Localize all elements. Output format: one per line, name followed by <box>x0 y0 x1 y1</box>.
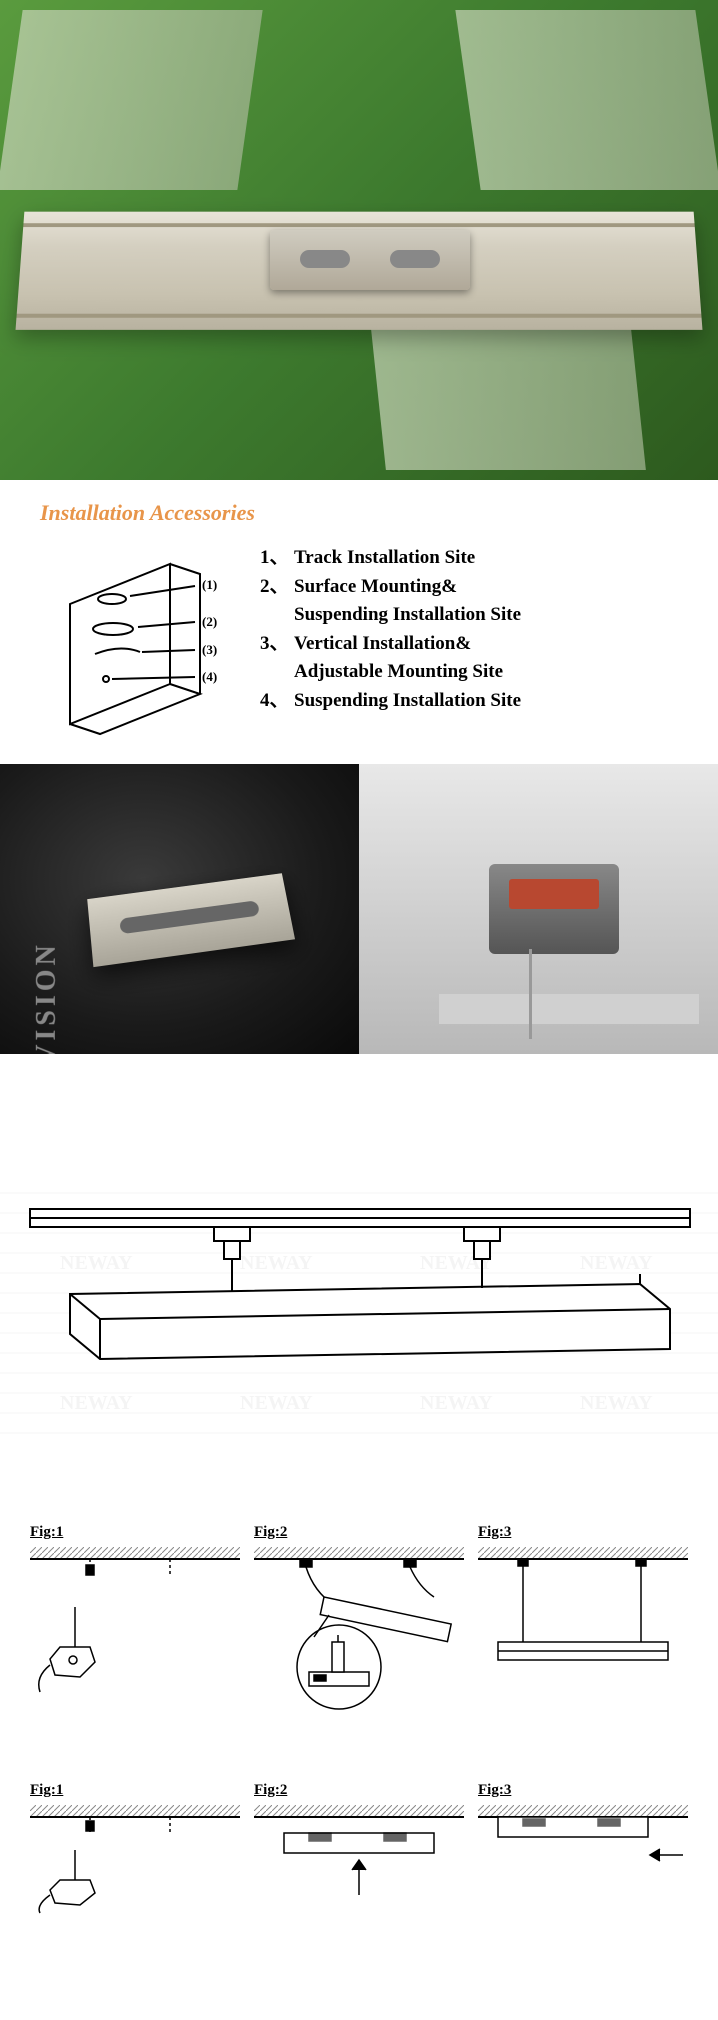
fig3-surface-slide: Fig:3 <box>478 1782 688 1920</box>
svg-text:NEWAY: NEWAY <box>60 1252 133 1274</box>
svg-text:NEWAY: NEWAY <box>240 1392 313 1414</box>
svg-text:NEWAY: NEWAY <box>60 1392 133 1414</box>
callout-1: (1) <box>202 577 217 592</box>
fig1-drill: Fig:1 <box>30 1524 240 1722</box>
svg-text:NEWAY: NEWAY <box>420 1392 493 1414</box>
track-illustration: NEWAYNEWAYNEWAYNEWAY NEWAYNEWAYNEWAYNEWA… <box>0 1174 718 1434</box>
accessories-section: Installation Accessories (1) ( <box>0 480 718 754</box>
accessories-list: 1、Track Installation Site 2、Surface Moun… <box>260 544 678 715</box>
svg-text:NEWAY: NEWAY <box>580 1252 653 1274</box>
figure-row-2: Fig:1 Fig:2 <box>30 1782 688 1920</box>
callout-3: (3) <box>202 642 217 657</box>
figures-section: Fig:1 Fig:2 <box>0 1514 718 2020</box>
hero-photo <box>0 0 718 480</box>
accessories-title: Installation Accessories <box>40 500 678 526</box>
accessory-photos: S VISION <box>0 764 718 1054</box>
svg-text:NEWAY: NEWAY <box>240 1252 313 1274</box>
svg-text:NEWAY: NEWAY <box>580 1392 653 1414</box>
adapter-photo <box>359 764 718 1054</box>
fig2-suspend-attach: Fig:2 <box>254 1524 464 1722</box>
callout-2: (2) <box>202 614 217 629</box>
figure-row-1: Fig:1 Fig:2 <box>30 1524 688 1722</box>
callout-4: (4) <box>202 669 217 684</box>
fig1-drill-b: Fig:1 <box>30 1782 240 1920</box>
profile-diagram: (1) (2) (3) (4) <box>40 544 240 744</box>
fig2-surface-push: Fig:2 <box>254 1782 464 1920</box>
fig3-suspended: Fig:3 <box>478 1524 688 1722</box>
bracket-photo: S VISION <box>0 764 359 1054</box>
